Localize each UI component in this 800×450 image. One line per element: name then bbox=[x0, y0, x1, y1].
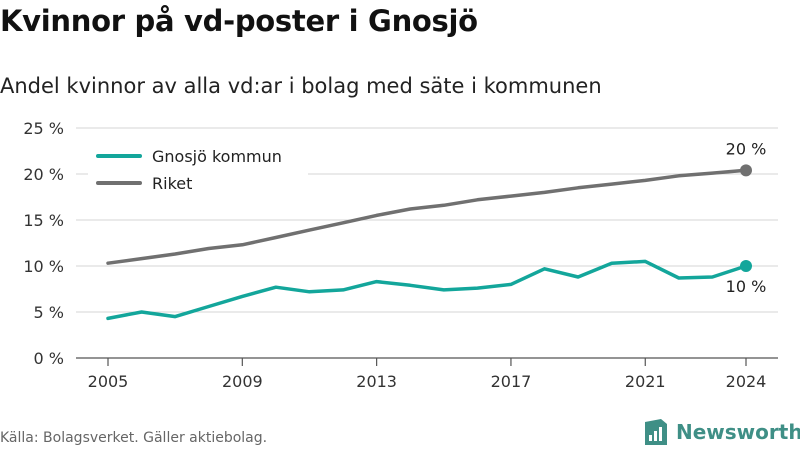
y-tick-label: 10 % bbox=[23, 257, 64, 276]
x-tick-label: 2021 bbox=[625, 372, 666, 391]
series-line bbox=[106, 168, 748, 265]
brand-logo[interactable]: Newsworthy bbox=[644, 418, 800, 446]
y-tick-label: 0 % bbox=[34, 349, 64, 368]
source-note: Källa: Bolagsverket. Gäller aktiebolag. bbox=[0, 430, 268, 446]
x-tick-label: 2024 bbox=[726, 372, 767, 391]
x-tick-label: 2009 bbox=[222, 372, 263, 391]
x-tick-label: 2013 bbox=[356, 372, 397, 391]
x-tick-label: 2005 bbox=[88, 372, 129, 391]
y-tick-label: 5 % bbox=[34, 303, 64, 322]
brand-name: Newsworthy bbox=[676, 420, 800, 444]
series-end-marker bbox=[740, 260, 752, 272]
y-tick-label: 25 % bbox=[23, 119, 64, 138]
legend-label: Gnosjö kommun bbox=[152, 147, 282, 166]
series-end-marker bbox=[740, 164, 752, 177]
x-tick-label: 2017 bbox=[491, 372, 532, 391]
legend-background bbox=[88, 141, 308, 201]
y-tick-label: 15 % bbox=[23, 211, 64, 230]
end-value-label: 10 % bbox=[726, 277, 767, 296]
end-value-label: 20 % bbox=[726, 139, 767, 158]
y-tick-label: 20 % bbox=[23, 165, 64, 184]
legend-label: Riket bbox=[152, 174, 192, 193]
newsworthy-logo-icon bbox=[645, 419, 667, 445]
chart-subtitle: Andel kvinnor av alla vd:ar i bolag med … bbox=[0, 74, 602, 98]
series-line bbox=[106, 259, 748, 321]
chart-title: Kvinnor på vd-poster i Gnosjö bbox=[0, 4, 478, 38]
